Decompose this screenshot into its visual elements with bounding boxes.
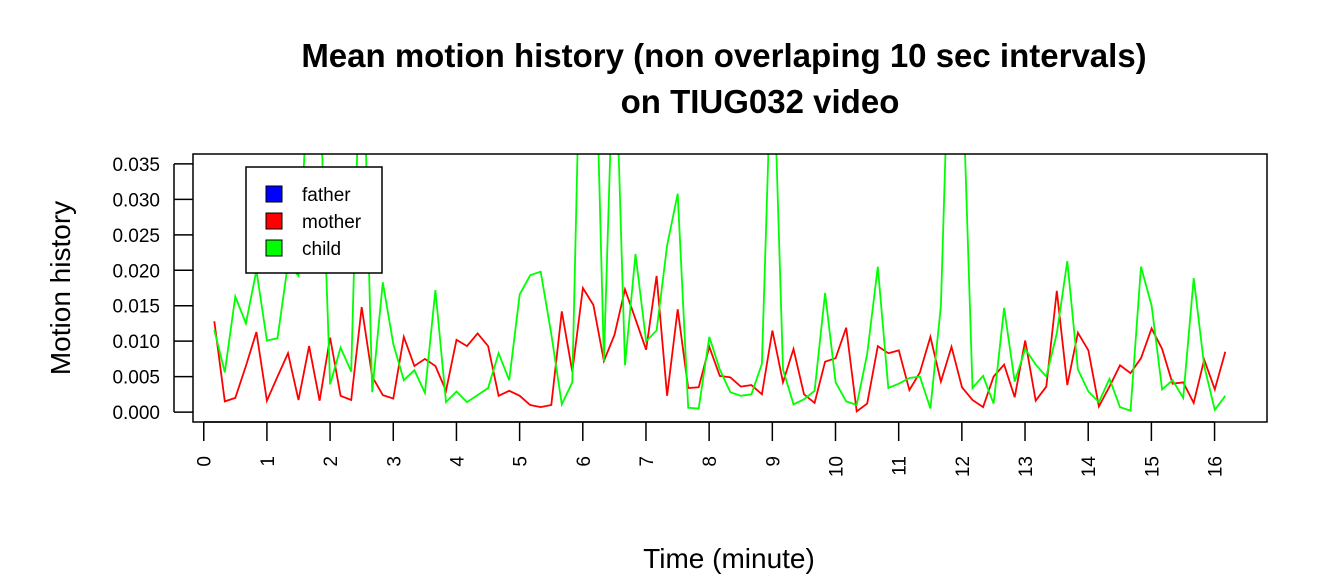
x-tick-label: 14: [1079, 456, 1100, 478]
x-tick-label: 5: [511, 456, 532, 467]
x-tick-label: 11: [890, 456, 911, 476]
x-tick-label: 4: [447, 456, 468, 467]
y-tick-label: 0.025: [112, 226, 160, 247]
x-tick-label: 3: [384, 456, 405, 467]
y-tick-label: 0.015: [112, 297, 160, 318]
y-tick-label: 0.020: [112, 261, 160, 282]
y-axis-label: Motion history: [45, 201, 76, 375]
series-line-mother: [213, 275, 1227, 414]
series-line-child: [213, 154, 1227, 412]
legend-swatch-mother: [265, 212, 283, 230]
chart-title-line-2: on TIUG032 video: [621, 83, 900, 120]
chart-title-line-1: Mean motion history (non overlaping 10 s…: [301, 37, 1146, 74]
series-layer: [213, 154, 1227, 414]
y-tick-label: 0.005: [112, 368, 160, 389]
x-axis-label: Time (minute): [643, 543, 815, 574]
y-tick-label: 0.000: [112, 403, 160, 424]
legend-label-father: father: [302, 185, 351, 206]
x-tick-label: 8: [700, 456, 721, 467]
x-tick-label: 13: [1016, 456, 1037, 477]
legend-swatch-child: [265, 239, 283, 257]
y-axis: 0.000 0.005 0.010 0.015 0.020 0.025 0.030 0.035: [112, 155, 193, 424]
x-tick-label: 1: [258, 456, 279, 467]
y-tick-label: 0.035: [112, 155, 160, 176]
x-tick-label: 15: [1142, 456, 1163, 477]
legend-swatch-father: [265, 185, 283, 203]
x-tick-label: 9: [763, 456, 784, 467]
x-tick-label: 7: [637, 456, 658, 467]
x-tick-label: 16: [1206, 456, 1227, 477]
x-tick-label: 10: [827, 456, 848, 477]
legend-label-child: child: [302, 239, 341, 260]
x-tick-label: 12: [953, 456, 974, 477]
x-axis: 0 1 2 3 4 5 6 7 8 9 10 11 12 13 14 15 16: [195, 421, 1227, 478]
legend-label-mother: mother: [302, 212, 362, 233]
y-tick-label: 0.010: [112, 332, 160, 353]
legend: father mother child: [245, 166, 383, 274]
x-tick-label: 2: [321, 456, 342, 467]
y-tick-label: 0.030: [112, 190, 160, 211]
x-tick-label: 0: [195, 456, 216, 467]
x-tick-label: 6: [574, 456, 595, 467]
